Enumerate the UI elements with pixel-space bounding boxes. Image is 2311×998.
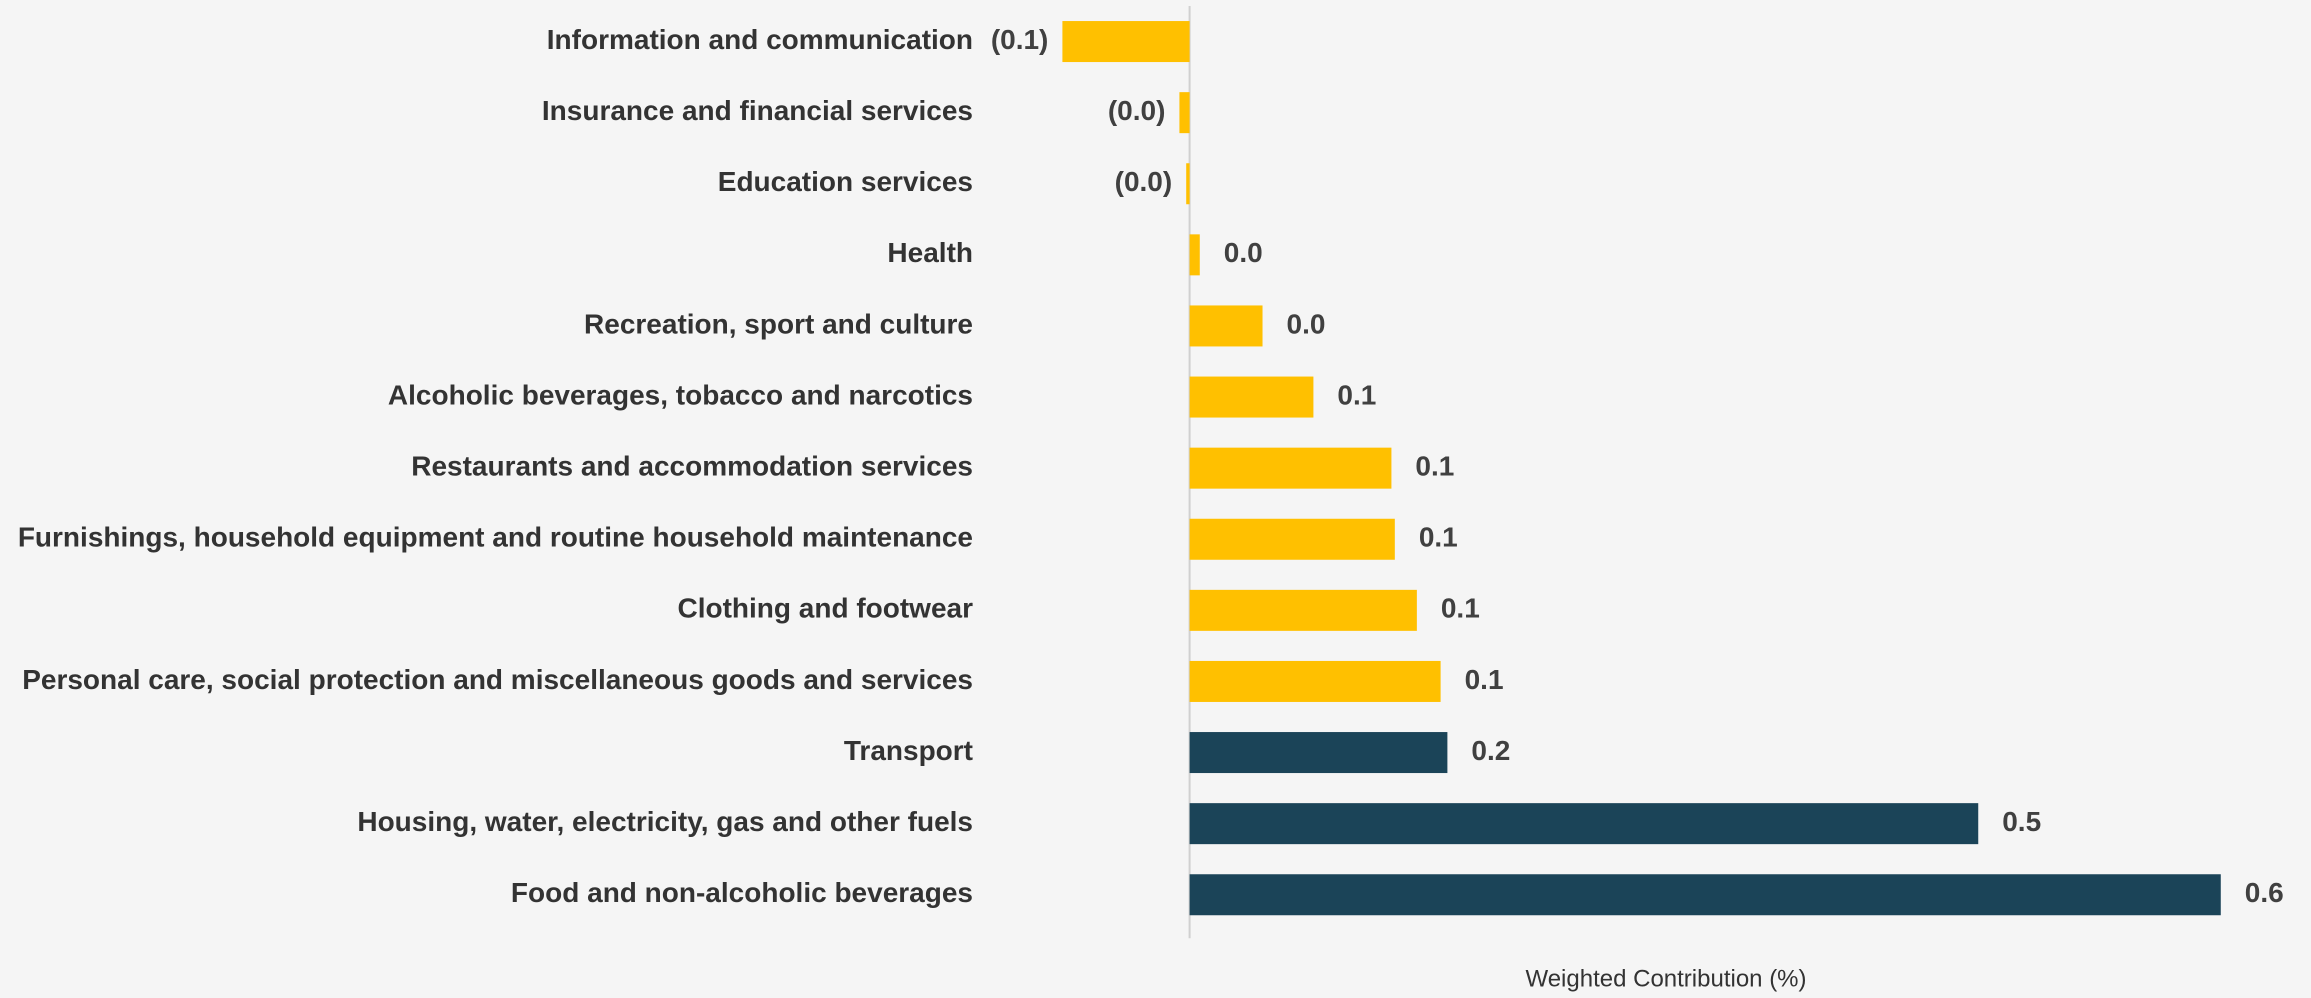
value-label: 0.5: [2002, 806, 2041, 837]
x-axis-label: Weighted Contribution (%): [1525, 965, 1806, 992]
category-label: Education services: [718, 166, 973, 197]
value-label: 0.0: [1224, 237, 1263, 268]
value-label: 0.1: [1337, 379, 1376, 410]
bar: [1189, 447, 1392, 489]
value-label: 0.1: [1419, 522, 1458, 553]
bar: [1189, 660, 1441, 702]
category-label: Restaurants and accommodation services: [411, 451, 973, 482]
bar: [1189, 376, 1314, 418]
category-label: Furnishings, household equipment and rou…: [18, 522, 973, 553]
category-label: Clothing and footwear: [677, 593, 973, 624]
category-label: Insurance and financial services: [542, 95, 973, 126]
bar: [1189, 305, 1263, 347]
category-label: Recreation, sport and culture: [584, 308, 973, 339]
bar: [1179, 92, 1190, 134]
bar: [1189, 732, 1448, 774]
bar: [1186, 163, 1190, 205]
bar: [1189, 518, 1395, 560]
bar: [1062, 21, 1190, 63]
bar: [1189, 803, 1979, 845]
category-label: Transport: [844, 735, 973, 766]
bar: [1189, 234, 1200, 276]
category-label: Housing, water, electricity, gas and oth…: [357, 806, 973, 837]
category-label: Personal care, social protection and mis…: [22, 664, 973, 695]
value-label: 0.2: [1471, 735, 1510, 766]
value-label: 0.1: [1441, 593, 1480, 624]
value-label: 0.1: [1465, 664, 1504, 695]
value-label: (0.0): [1115, 166, 1173, 197]
value-label: (0.0): [1108, 95, 1166, 126]
value-label: (0.1): [991, 24, 1049, 55]
category-label: Alcoholic beverages, tobacco and narcoti…: [388, 379, 973, 410]
bar: [1189, 874, 2221, 916]
value-label: 0.0: [1287, 308, 1326, 339]
bar: [1189, 589, 1417, 631]
category-label: Health: [887, 237, 973, 268]
value-label: 0.1: [1415, 451, 1454, 482]
value-label: 0.6: [2245, 877, 2284, 908]
category-label: Food and non-alcoholic beverages: [511, 877, 973, 908]
category-label: Information and communication: [547, 24, 973, 55]
